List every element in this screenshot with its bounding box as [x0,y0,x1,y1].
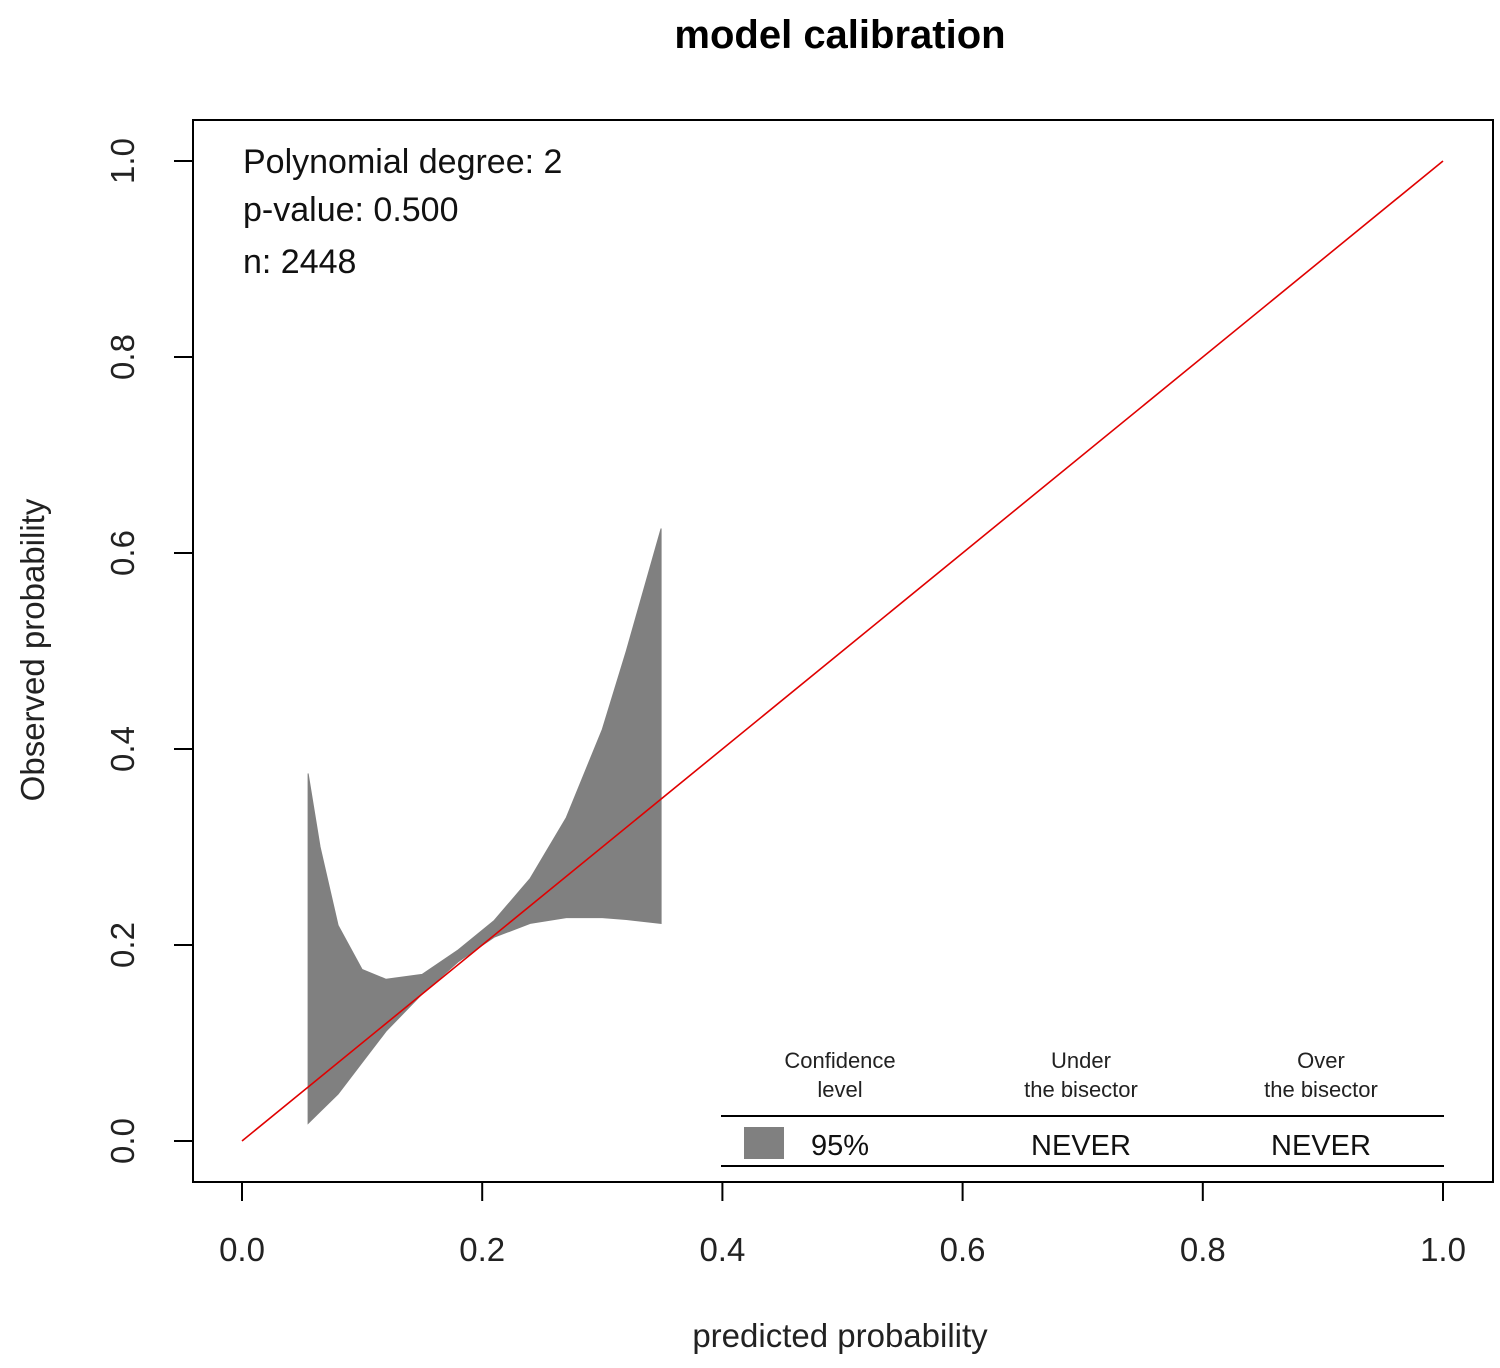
annotation-n: n: 2448 [243,243,356,281]
y-axis-label: Observed probability [14,498,51,801]
y-tick-label: 0.8 [104,334,141,380]
x-axis: 0.0 0.2 0.4 0.6 0.8 1.0 [219,1181,1466,1268]
confidence-band [307,528,662,1125]
legend-header-over-1: Over [1297,1048,1345,1073]
x-axis-label: predicted probability [692,1317,988,1354]
y-tick-label: 0.4 [104,726,141,772]
bisector-layer [241,160,1444,1142]
y-tick-label: 0.6 [104,530,141,576]
x-tick-label: 1.0 [1420,1231,1466,1268]
y-axis: 0.0 0.2 0.4 0.6 0.8 1.0 [104,138,194,1164]
legend-over: NEVER [1271,1130,1371,1162]
y-tick-label: 0.2 [104,922,141,968]
legend-header-under-1: Under [1051,1048,1111,1073]
legend-header-confidence-2: level [817,1077,862,1102]
chart-title: model calibration [674,13,1005,57]
y-tick-label: 1.0 [104,138,141,184]
annotation-pvalue: p-value: 0.500 [243,191,459,229]
legend-header-confidence-1: Confidence [784,1048,895,1073]
legend-header-under-2: the bisector [1024,1077,1138,1102]
x-tick-label: 0.8 [1180,1231,1226,1268]
annotation-degree: Polynomial degree: 2 [243,143,562,181]
x-tick-label: 0.6 [940,1231,986,1268]
x-tick-label: 0.0 [219,1231,265,1268]
legend-under: NEVER [1031,1130,1131,1162]
y-tick-label: 0.0 [104,1118,141,1164]
x-tick-label: 0.4 [699,1231,745,1268]
legend-level: 95% [811,1130,869,1162]
bisector-line [241,160,1444,1142]
legend-swatch [744,1127,784,1159]
legend-header-over-2: the bisector [1264,1077,1378,1102]
legend-table: Confidence level Under the bisector Over… [721,1048,1444,1167]
confidence-band-layer [307,528,662,1125]
x-tick-label: 0.2 [459,1231,505,1268]
